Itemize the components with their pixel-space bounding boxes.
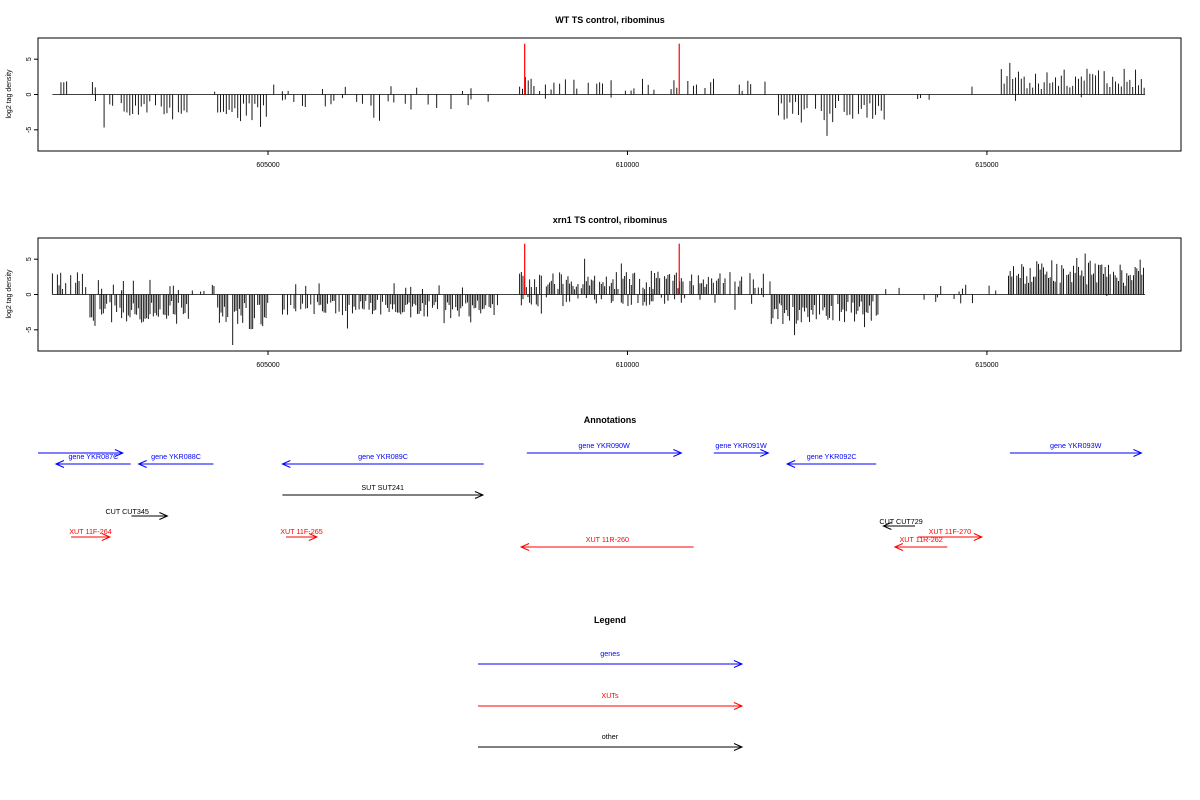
feature-arrow-head [785, 460, 796, 468]
feature-arrow-head [519, 543, 530, 551]
feature-label: gene YKR092C [807, 452, 857, 461]
xrn1-y-axis: -5 0 5 [26, 257, 38, 333]
legend-label: XUTs [601, 691, 619, 700]
feature-arrow-head [54, 460, 65, 468]
feature-label: XUT 11F-265 [280, 527, 322, 536]
feature-label: XUT 11F-270 [929, 527, 971, 536]
wt-density-panel: WT TS control, ribominus log2 tag densit… [6, 15, 1182, 169]
feature-arrow-head [1133, 449, 1143, 457]
legend-items: genes XUTs other [478, 649, 744, 751]
feature-arrow-head [893, 543, 904, 551]
wt-y-axis-label: log2 tag density [6, 69, 13, 119]
xrn1-y-tick-label: 0 [26, 292, 33, 296]
feature-label: XUT 11R-260 [586, 535, 629, 544]
feature-arrow-head [973, 533, 984, 541]
annotations-title: Annotations [584, 415, 637, 425]
feature-label: SUT SUT241 [361, 483, 404, 492]
xrn1-density-bar-path [51, 253, 1144, 346]
wt-y-tick-label: -5 [26, 127, 33, 133]
legend-arrow-head [733, 660, 744, 668]
feature-arrow-head [760, 449, 770, 457]
wt-y-tick-label: 0 [26, 92, 33, 96]
feature-label: CUT CUT729 [879, 517, 922, 526]
wt-y-axis: -5 0 5 [26, 57, 38, 133]
legend-title: Legend [594, 615, 626, 625]
feature-arrow-head [159, 512, 169, 520]
feature-arrow-head [281, 460, 291, 468]
xrn1-y-tick-label: 5 [26, 257, 33, 261]
legend-label: genes [600, 649, 620, 658]
feature-label: gene YKR087C [68, 452, 118, 461]
feature-label: gene YKR089C [358, 452, 408, 461]
feature-label: XUT 11R-262 [899, 535, 942, 544]
feature-arrow-head [474, 491, 485, 499]
feature-arrow-head [114, 449, 125, 457]
wt-panel-title: WT TS control, ribominus [555, 15, 665, 25]
feature-label: gene YKR088C [151, 452, 201, 461]
xrn1-density-bars [51, 243, 1146, 346]
wt-x-axis: 605000 610000 615000 [256, 151, 999, 169]
feature-label: gene YKR093W [1050, 441, 1102, 450]
legend: Legend genes XUTs other [478, 615, 744, 751]
xrn1-panel-title: xrn1 TS control, ribominus [553, 215, 668, 225]
feature-arrow-head [137, 460, 147, 468]
legend-arrow-head [733, 743, 744, 751]
xrn1-x-axis: 605000 610000 615000 [256, 351, 999, 369]
feature-arrow-head [673, 449, 683, 457]
xrn1-x-tick-label: 605000 [256, 362, 279, 369]
legend-arrow-head [733, 702, 744, 710]
xrn1-x-tick-label: 610000 [616, 362, 639, 369]
wt-y-tick-label: 5 [26, 57, 33, 61]
wt-x-tick-label: 615000 [975, 162, 998, 169]
xrn1-y-tick-label: -5 [26, 327, 33, 333]
feature-list: gene YKR087C gene YKR088C gene YKR089C gene… [38, 441, 1143, 551]
wt-x-tick-label: 605000 [256, 162, 279, 169]
wt-density-bar-path [60, 62, 1145, 136]
feature-label: XUT 11F-264 [69, 527, 111, 536]
wt-x-tick-label: 610000 [616, 162, 639, 169]
annotations-track: Annotations gene YKR087C gene YKR088C gene… [38, 415, 1143, 551]
feature-arrow-head [101, 533, 112, 541]
legend-label: other [602, 732, 619, 741]
wt-density-bars [52, 43, 1146, 136]
xrn1-y-axis-label: log2 tag density [6, 269, 13, 319]
xrn1-density-panel: xrn1 TS control, ribominus log2 tag dens… [6, 215, 1182, 369]
feature-label: gene YKR090W [578, 441, 630, 450]
xrn1-x-tick-label: 615000 [975, 362, 998, 369]
feature-label: CUT CUT345 [105, 507, 148, 516]
feature-arrow-head [882, 522, 892, 530]
feature-label: gene YKR091W [715, 441, 767, 450]
feature-arrow-head [308, 533, 319, 541]
